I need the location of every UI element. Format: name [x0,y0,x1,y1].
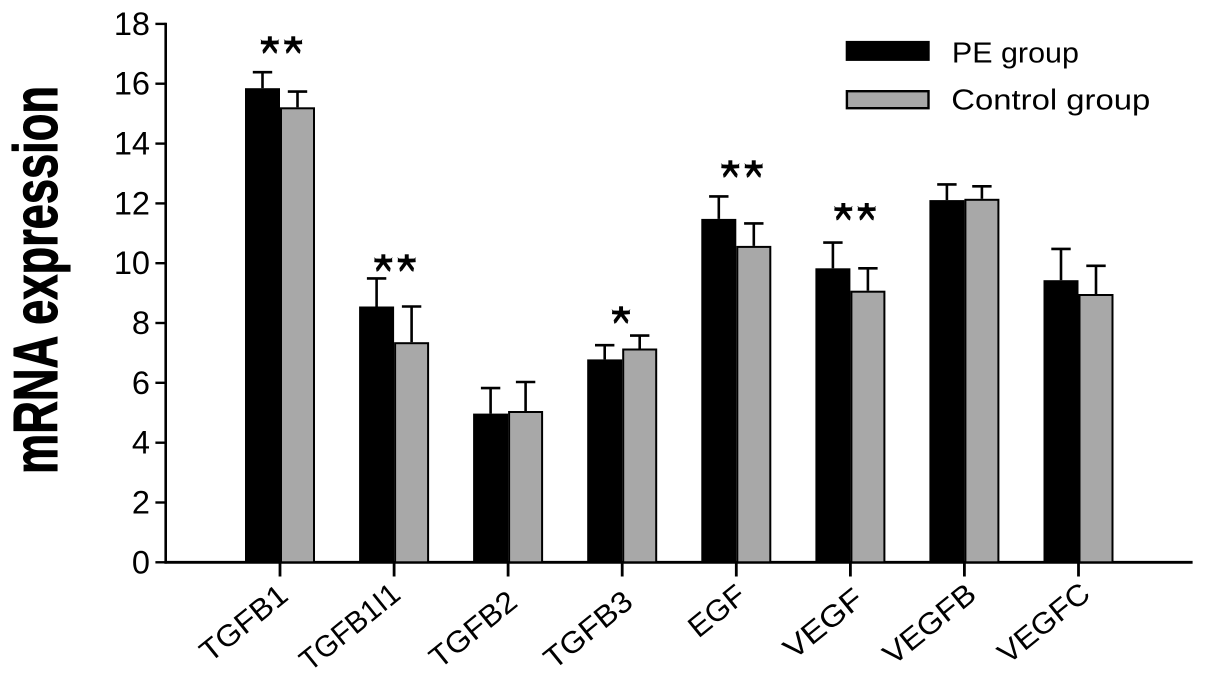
svg-text:PE group: PE group [952,38,1079,70]
svg-text:0: 0 [132,544,150,580]
svg-text:2: 2 [132,485,150,521]
svg-text:mRNA expression: mRNA expression [2,86,71,474]
svg-text:14: 14 [114,126,150,162]
svg-text:Control group: Control group [951,84,1150,116]
svg-text:4: 4 [132,425,150,461]
svg-text:18: 18 [114,6,150,42]
svg-text:8: 8 [132,305,150,341]
svg-text:16: 16 [114,66,150,102]
svg-text:6: 6 [132,365,150,401]
svg-text:10: 10 [114,245,150,281]
svg-text:12: 12 [114,185,150,221]
